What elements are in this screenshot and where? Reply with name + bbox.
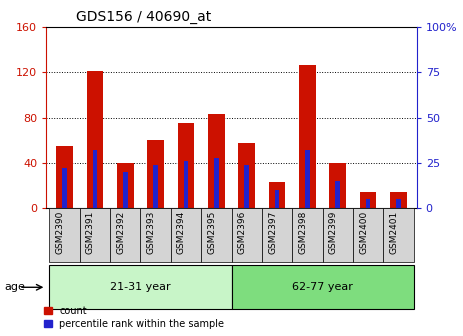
FancyBboxPatch shape <box>383 208 413 262</box>
Bar <box>366 199 370 208</box>
Text: GSM2401: GSM2401 <box>389 211 399 254</box>
FancyBboxPatch shape <box>110 208 140 262</box>
Bar <box>275 190 279 208</box>
Bar <box>56 146 73 208</box>
Bar <box>329 163 346 208</box>
Text: 21-31 year: 21-31 year <box>110 282 171 292</box>
Text: GSM2395: GSM2395 <box>207 211 216 254</box>
Text: GDS156 / 40690_at: GDS156 / 40690_at <box>76 10 211 25</box>
Bar <box>390 193 407 208</box>
Bar <box>50 265 232 309</box>
FancyBboxPatch shape <box>201 208 232 262</box>
Bar <box>87 71 103 208</box>
Bar <box>360 193 376 208</box>
Text: GSM2400: GSM2400 <box>359 211 368 254</box>
Text: GSM2399: GSM2399 <box>329 211 338 254</box>
Bar <box>62 168 67 208</box>
Text: GSM2394: GSM2394 <box>177 211 186 254</box>
Bar <box>244 165 249 208</box>
Bar <box>238 142 255 208</box>
FancyBboxPatch shape <box>80 208 110 262</box>
Text: GSM2390: GSM2390 <box>56 211 64 254</box>
Text: GSM2396: GSM2396 <box>238 211 247 254</box>
Legend: count, percentile rank within the sample: count, percentile rank within the sample <box>42 304 226 331</box>
Bar <box>178 123 194 208</box>
Text: age: age <box>5 282 25 292</box>
FancyBboxPatch shape <box>323 208 353 262</box>
Bar <box>153 165 158 208</box>
Bar <box>214 158 219 208</box>
Bar <box>232 265 413 309</box>
FancyBboxPatch shape <box>171 208 201 262</box>
Text: GSM2393: GSM2393 <box>147 211 156 254</box>
Bar <box>123 172 127 208</box>
Text: GSM2398: GSM2398 <box>298 211 307 254</box>
FancyBboxPatch shape <box>262 208 292 262</box>
Bar <box>336 181 340 208</box>
Text: GSM2392: GSM2392 <box>116 211 125 254</box>
FancyBboxPatch shape <box>50 208 80 262</box>
Bar <box>117 163 134 208</box>
Bar <box>208 114 225 208</box>
Text: 62-77 year: 62-77 year <box>292 282 353 292</box>
Bar <box>93 150 97 208</box>
Bar <box>299 66 316 208</box>
FancyBboxPatch shape <box>232 208 262 262</box>
Text: GSM2397: GSM2397 <box>268 211 277 254</box>
Bar <box>184 161 188 208</box>
Bar <box>147 140 164 208</box>
Bar <box>269 182 285 208</box>
Bar <box>305 150 310 208</box>
FancyBboxPatch shape <box>292 208 323 262</box>
Text: GSM2391: GSM2391 <box>86 211 95 254</box>
Bar <box>396 199 401 208</box>
FancyBboxPatch shape <box>140 208 171 262</box>
FancyBboxPatch shape <box>353 208 383 262</box>
